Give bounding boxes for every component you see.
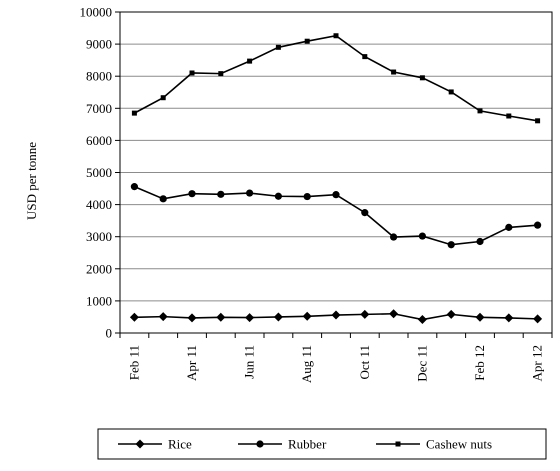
- data-point-rice: [360, 309, 370, 319]
- y-tick-label: 9000: [86, 37, 112, 52]
- data-point-rubber: [534, 221, 542, 229]
- legend-item-cashew-nuts: Cashew nuts: [376, 437, 492, 452]
- x-tick-label: Oct 11: [357, 345, 372, 380]
- data-point-rubber: [361, 209, 369, 217]
- y-tick-label: 1000: [86, 293, 112, 308]
- data-point-cashew-nuts: [131, 110, 137, 116]
- data-point-rubber: [303, 192, 311, 201]
- y-tick-label: 3000: [86, 229, 112, 244]
- data-point-cashew-nuts: [506, 113, 512, 119]
- x-tick-label: Apr 12: [530, 345, 545, 381]
- y-tick-label: 2000: [86, 261, 112, 276]
- data-point-rubber: [476, 237, 484, 246]
- data-point-cashew-nuts: [477, 108, 483, 114]
- data-point-cashew-nuts: [333, 33, 339, 39]
- data-point-cashew-nuts: [189, 70, 195, 76]
- data-point-rice: [446, 309, 456, 319]
- data-point-rice: [417, 315, 427, 325]
- data-point-rubber: [130, 183, 138, 191]
- data-point-cashew-nuts: [275, 44, 281, 50]
- legend-item-rice: Rice: [118, 437, 192, 452]
- data-point-rice: [475, 312, 485, 322]
- data-point-rubber: [447, 241, 455, 249]
- data-point-rubber: [246, 189, 254, 197]
- data-point-cashew-nuts: [362, 54, 368, 60]
- data-point-rice: [129, 312, 139, 322]
- legend-box: [97, 428, 547, 460]
- data-point-rubber: [505, 223, 513, 231]
- axes: [115, 11, 553, 338]
- legend-marker: [135, 439, 145, 449]
- data-point-rubber: [159, 195, 167, 203]
- y-tick-label: 7000: [86, 101, 112, 116]
- legend-marker: [256, 440, 264, 448]
- data-point-rubber: [390, 233, 398, 241]
- data-point-rice: [504, 313, 514, 323]
- data-point-rice: [158, 312, 168, 322]
- data-point-cashew-nuts: [419, 75, 425, 81]
- y-tick-label: 5000: [86, 165, 112, 180]
- data-point-rubber: [188, 190, 196, 198]
- data-point-rubber: [217, 190, 225, 198]
- x-tick-label: Dec 11: [414, 345, 429, 382]
- data-point-cashew-nuts: [448, 89, 454, 95]
- grid: [120, 11, 552, 334]
- data-point-rice: [245, 313, 255, 323]
- series-rubber: [130, 183, 542, 249]
- data-point-cashew-nuts: [535, 118, 541, 124]
- y-tick-label: 0: [106, 326, 113, 341]
- data-point-cashew-nuts: [218, 71, 224, 77]
- data-point-rubber: [274, 192, 282, 200]
- data-point-rice: [331, 310, 341, 320]
- data-point-cashew-nuts: [304, 38, 310, 44]
- series-cashew-nuts: [131, 33, 541, 124]
- y-tick-label: 10000: [80, 5, 113, 20]
- legend-marker: [395, 441, 401, 447]
- legend-label: Cashew nuts: [426, 437, 492, 452]
- legend-label: Rice: [168, 437, 192, 452]
- data-point-cashew-nuts: [160, 95, 166, 101]
- legend: Rice Rubber Cashew nuts: [97, 428, 547, 460]
- data-point-cashew-nuts: [247, 58, 253, 64]
- x-tick-label: Apr 11: [184, 345, 199, 381]
- series-layer: [129, 33, 543, 325]
- x-tick-label: Feb 12: [472, 345, 487, 381]
- data-point-rice: [216, 312, 226, 322]
- legend-item-rubber: Rubber: [238, 437, 327, 452]
- y-tick-label: 4000: [86, 197, 112, 212]
- x-tick-label: Aug 11: [299, 345, 314, 383]
- data-point-rubber: [332, 191, 340, 199]
- data-point-rice: [302, 311, 312, 321]
- x-tick-label: Jun 11: [242, 345, 257, 379]
- data-point-rice: [389, 309, 399, 319]
- axis-labels: USD per tonne 0 1000 2000 3000 4000 5000 6000 7…: [24, 5, 545, 384]
- data-point-rice: [187, 313, 197, 323]
- data-point-rubber: [418, 232, 426, 240]
- x-tick-label: Feb 11: [126, 345, 141, 380]
- series-rice: [129, 309, 543, 325]
- data-point-cashew-nuts: [391, 69, 397, 75]
- y-axis-title: USD per tonne: [24, 142, 39, 220]
- y-tick-label: 8000: [86, 69, 112, 84]
- plot-area-border: [119, 11, 553, 334]
- data-point-rice: [533, 314, 543, 324]
- legend-label: Rubber: [288, 437, 327, 452]
- y-tick-label: 6000: [86, 133, 112, 148]
- data-point-rice: [273, 312, 283, 322]
